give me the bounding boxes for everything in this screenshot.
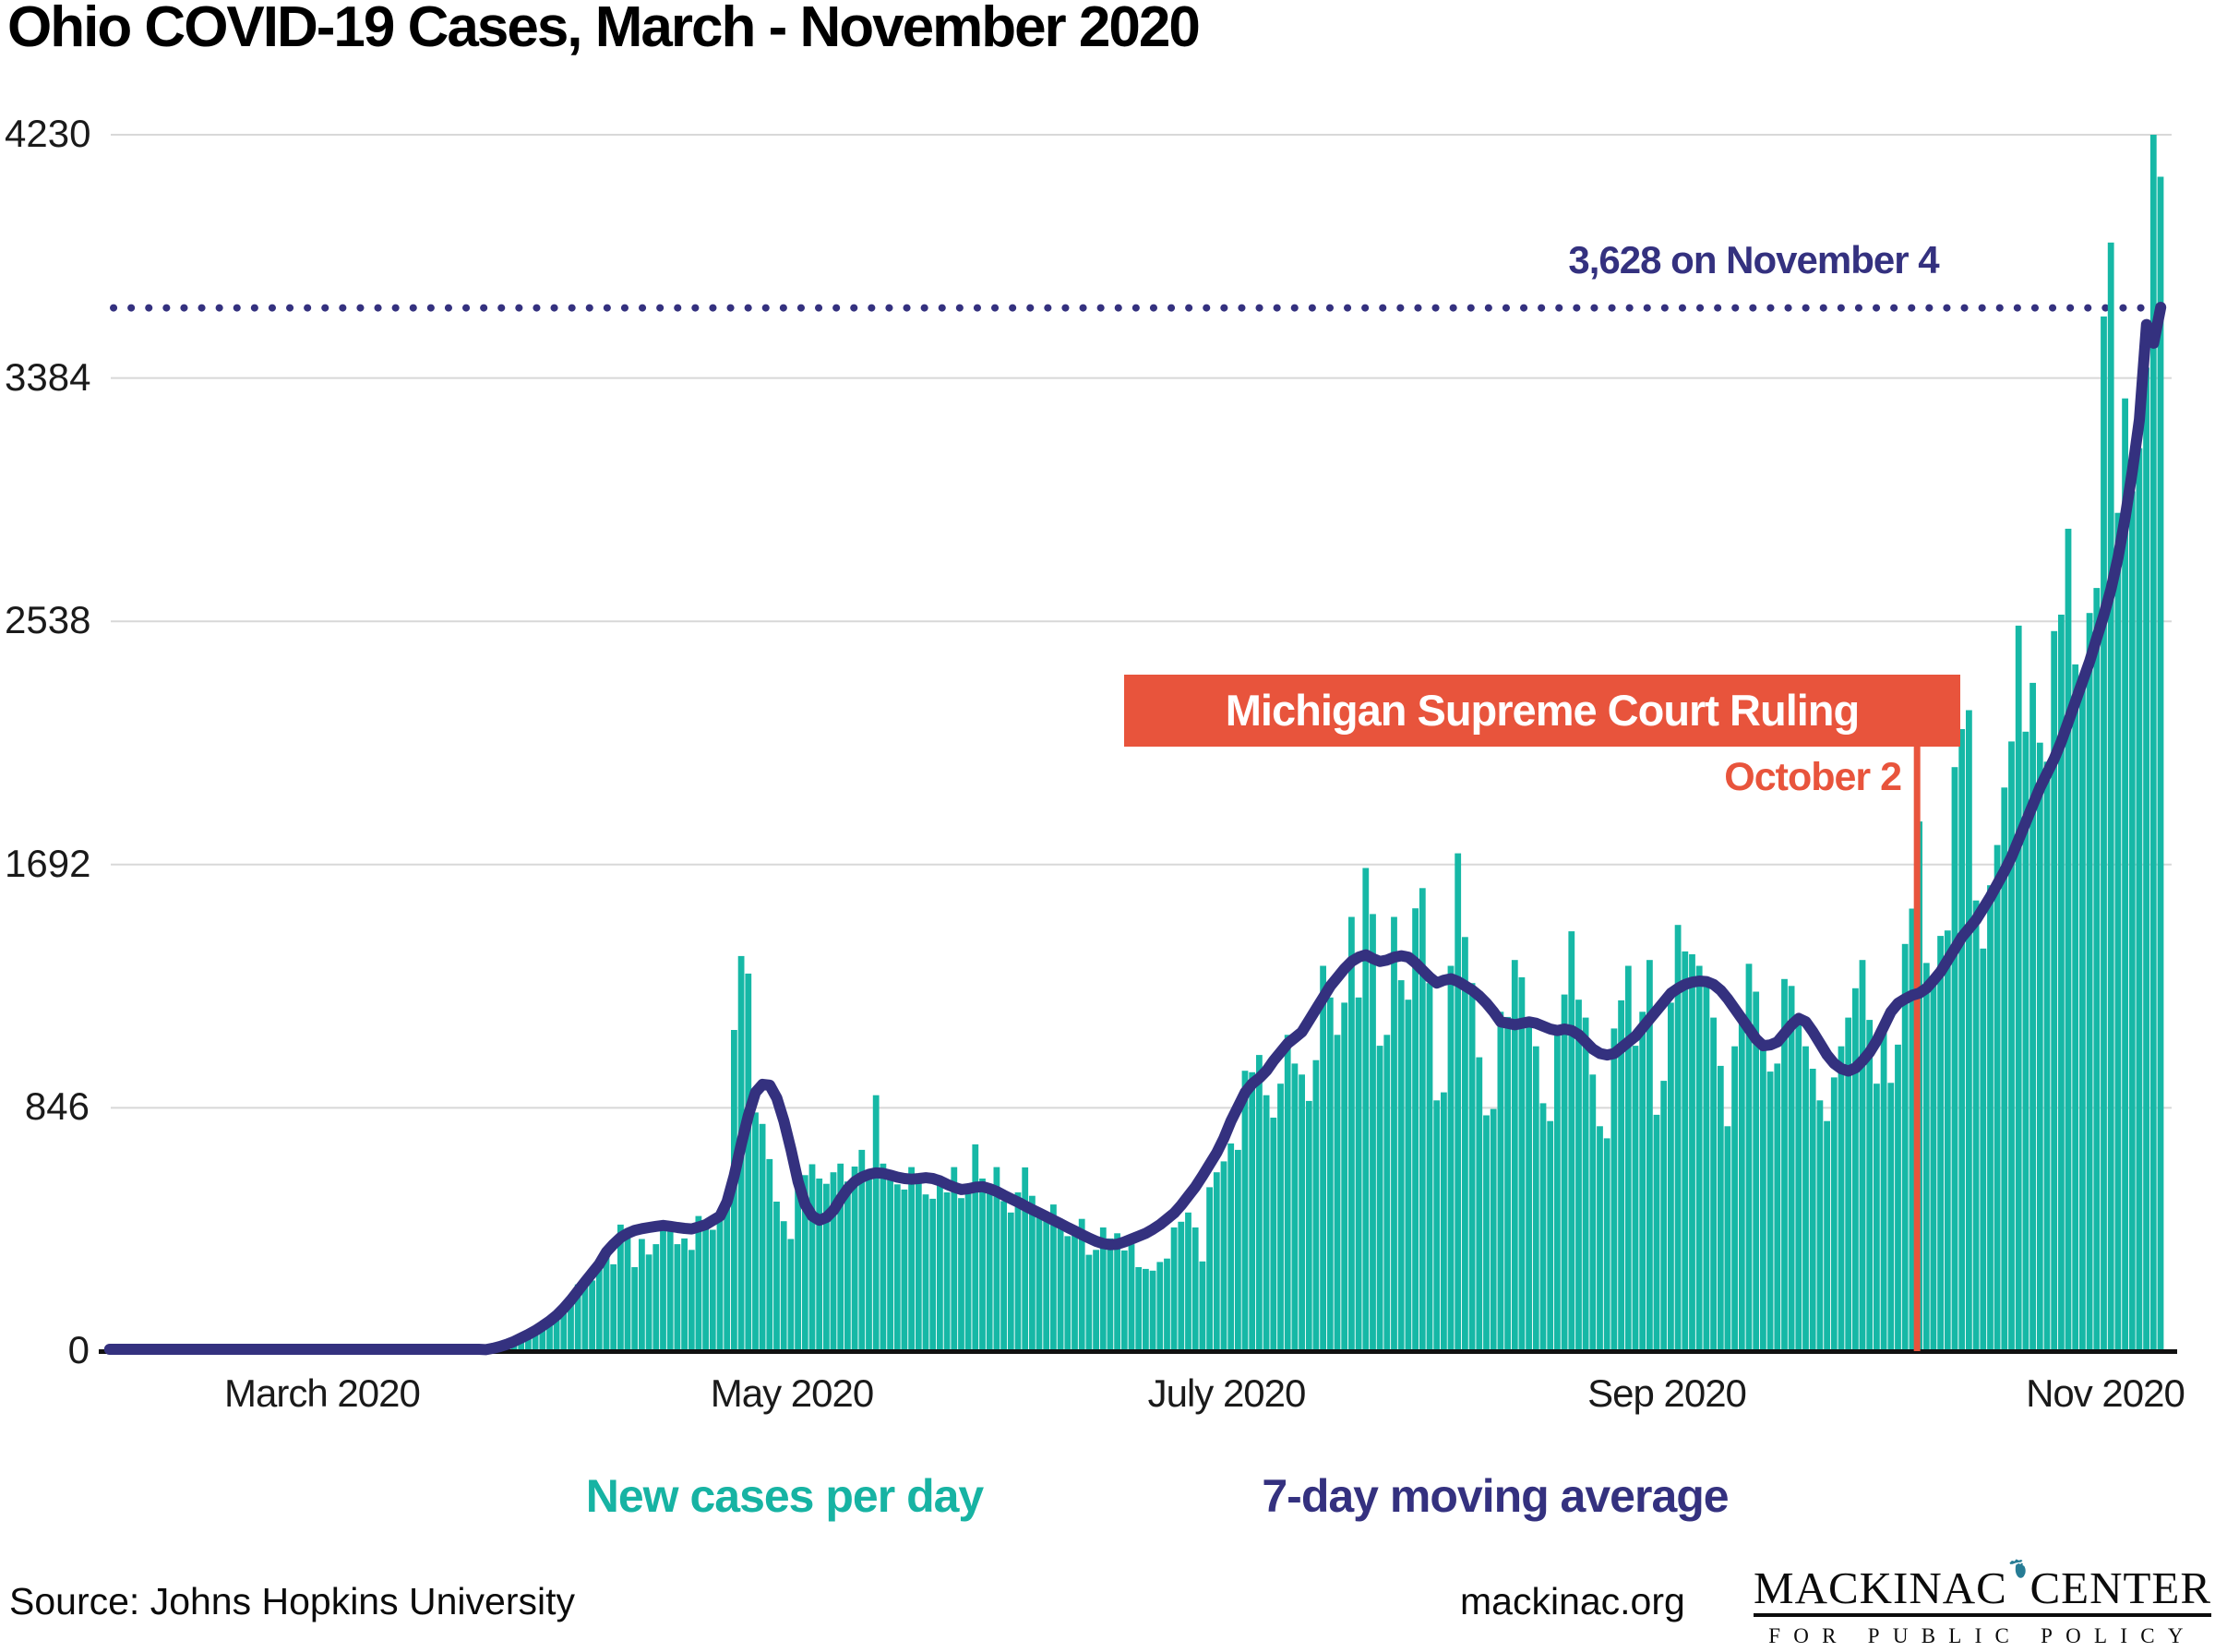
x-tick-label: March 2020 — [224, 1371, 421, 1415]
x-tick-label: July 2020 — [1147, 1371, 1307, 1415]
moving-average-line — [103, 302, 2167, 1356]
logo-word-mackinac: MACKINAC — [1754, 1562, 2007, 1613]
ruling-date-label: October 2 — [1724, 755, 1902, 799]
y-tick-label: 846 — [24, 1084, 90, 1129]
ruling-annotation-box: Michigan Supreme Court Ruling — [1124, 675, 1960, 747]
page-title: Ohio COVID-19 Cases, March - November 20… — [7, 0, 1201, 59]
threshold-annotation: 3,628 on November 4 — [1568, 238, 1939, 281]
logo-word-center: CENTER — [2029, 1562, 2211, 1613]
y-tick-label: 4230 — [5, 112, 91, 155]
legend-new-cases: New cases per day — [585, 1470, 985, 1522]
daily-cases-bars — [489, 135, 2164, 1352]
logo-tagline: FOR PUBLIC POLICY — [1768, 1624, 2197, 1647]
x-tick-label: Nov 2020 — [2026, 1371, 2185, 1415]
source-credit: Source: Johns Hopkins University — [9, 1580, 575, 1622]
legend-moving-average: 7-day moving average — [1262, 1470, 1729, 1522]
x-tick-label: Sep 2020 — [1587, 1371, 1747, 1415]
mackinac-center-logo: MACKINAC CENTER FOR PUBLIC POLICY — [1754, 1525, 2211, 1648]
ruling-vline — [1913, 744, 1921, 1351]
gridlines — [111, 134, 2172, 1109]
y-tick-label: 3384 — [5, 354, 91, 399]
covid-cases-chart — [99, 134, 2177, 1356]
website-url: mackinac.org — [1460, 1580, 1685, 1622]
y-tick-label: 0 — [67, 1328, 90, 1371]
logo-divider — [1754, 1613, 2211, 1617]
y-tick-label: 2538 — [5, 598, 91, 642]
x-tick-label: May 2020 — [710, 1371, 874, 1415]
logo-wordmark: MACKINAC CENTER — [1754, 1525, 2211, 1610]
x-axis-line — [99, 1349, 2177, 1354]
y-tick-label: 1692 — [5, 841, 91, 885]
michigan-state-icon — [2009, 1559, 2026, 1578]
